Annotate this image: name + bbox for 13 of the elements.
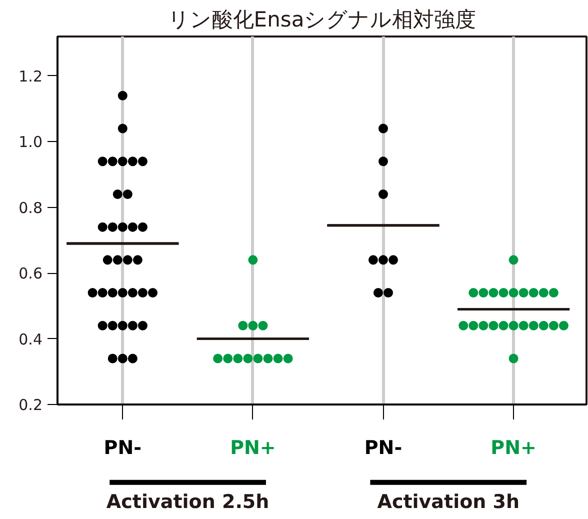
x-tick-label: PN+	[490, 437, 536, 460]
x-tick-label: PN-	[104, 437, 142, 460]
x-tick-label: PN-	[364, 437, 402, 460]
y-tick-label: 0.4	[18, 330, 43, 348]
x-tick-label: PN+	[230, 437, 276, 460]
text: Activation 3h	[377, 490, 520, 513]
y-tick-label: 1.2	[18, 67, 43, 86]
y-tick-label: 0.2	[18, 396, 43, 414]
text: Activation 2.5h	[106, 490, 270, 513]
chart-title: リン酸化Ensaシグナル相対強度	[168, 8, 476, 32]
y-tick-label: 1.0	[18, 133, 43, 152]
y-tick-label: 0.8	[18, 198, 43, 217]
y-tick-label: 0.6	[18, 264, 43, 283]
